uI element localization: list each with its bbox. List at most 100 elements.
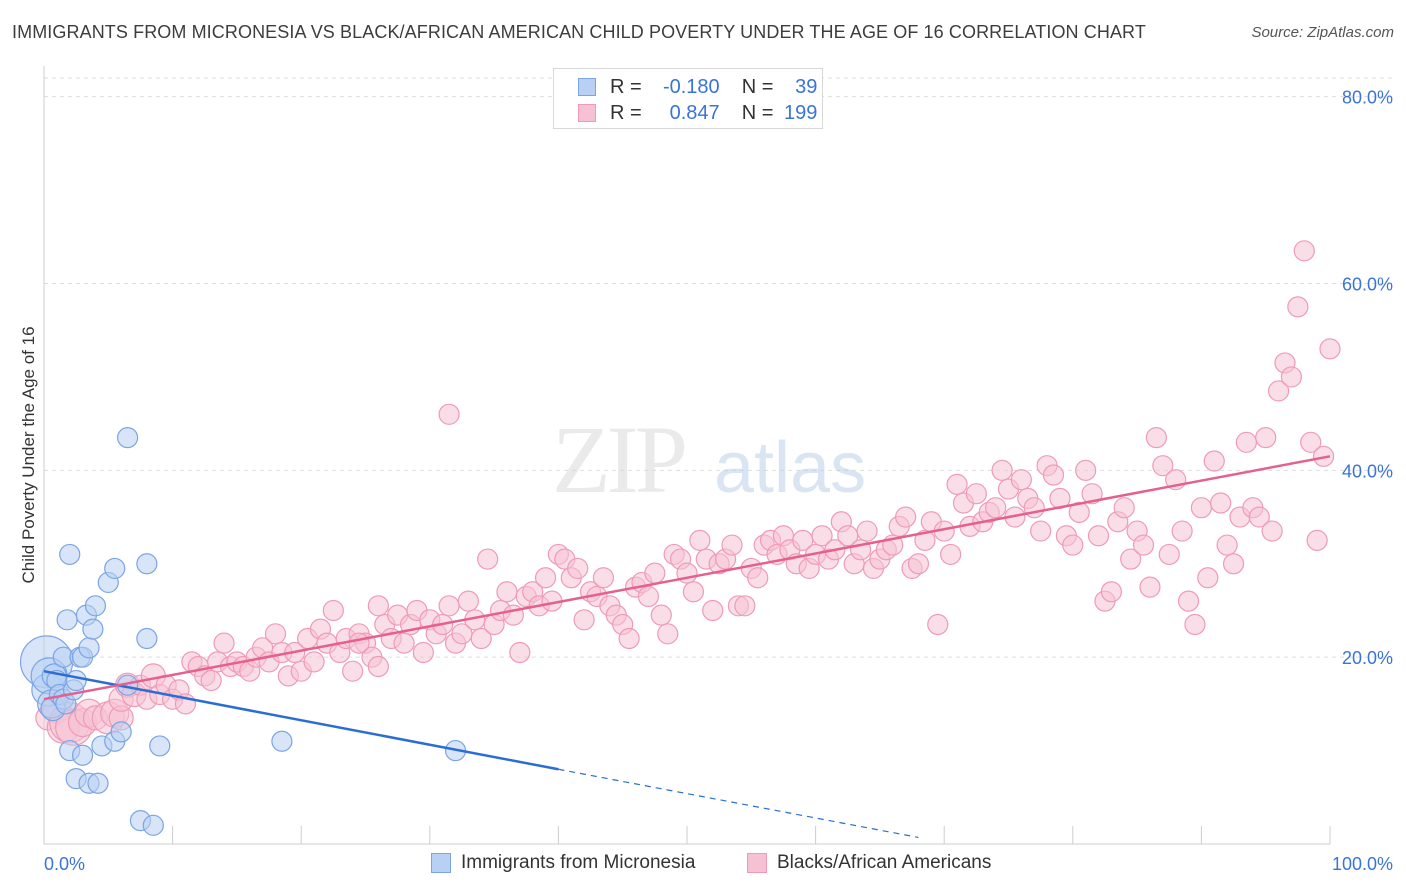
data-point — [650, 604, 672, 626]
data-point — [1042, 464, 1065, 486]
axes — [43, 66, 1331, 845]
x-tick-label: 100.0% — [1332, 854, 1393, 874]
legend-r-label: R = — [610, 75, 642, 98]
data-point — [509, 641, 531, 664]
data-point — [1300, 431, 1322, 453]
trend-lines — [43, 455, 1331, 839]
data-point — [734, 595, 756, 617]
legend-swatch-pink — [578, 104, 596, 122]
data-point — [136, 627, 158, 650]
data-point — [1197, 567, 1219, 589]
data-point — [1120, 548, 1142, 570]
data-point — [644, 562, 666, 584]
data-point — [1139, 576, 1161, 598]
data-point — [1075, 459, 1097, 481]
data-point — [914, 529, 936, 552]
data-point — [303, 651, 325, 673]
data-point — [895, 506, 917, 528]
trend-line-micronesia-extension — [558, 768, 919, 839]
data-point — [1100, 581, 1122, 603]
data-point — [907, 553, 930, 575]
data-point — [1081, 483, 1103, 505]
data-point — [142, 814, 164, 836]
data-point — [412, 641, 434, 664]
bottom-legend-label: Immigrants from Micronesia — [461, 852, 696, 873]
data-point — [573, 609, 595, 631]
legend-n-label: N = — [741, 75, 774, 98]
data-point — [110, 721, 132, 743]
data-point — [702, 599, 724, 622]
data-point — [1235, 431, 1258, 453]
data-point — [496, 581, 518, 603]
data-point — [1010, 469, 1032, 491]
data-point — [1113, 497, 1135, 519]
y-tick-label: 60.0% — [1342, 275, 1393, 295]
data-point — [618, 627, 640, 650]
data-point — [721, 534, 743, 556]
data-point — [367, 655, 389, 678]
data-point — [1087, 525, 1110, 547]
data-point — [1171, 520, 1193, 542]
data-point — [991, 459, 1013, 481]
data-point — [1222, 553, 1245, 575]
data-point — [1255, 427, 1277, 449]
data-point — [946, 473, 968, 495]
data-point — [1280, 366, 1303, 388]
data-point — [965, 483, 987, 505]
legend-swatch-blue — [578, 78, 596, 96]
data-point — [1210, 492, 1232, 514]
data-point — [71, 744, 94, 766]
data-point — [1306, 529, 1328, 552]
data-point — [149, 735, 171, 757]
data-point — [1152, 455, 1174, 477]
data-point — [1184, 613, 1206, 636]
data-point — [342, 660, 364, 682]
chart-title: IMMIGRANTS FROM MICRONESIA VS BLACK/AFRI… — [12, 22, 1146, 42]
data-point — [264, 623, 287, 645]
trend-line-micronesia — [43, 669, 559, 771]
data-point — [84, 595, 107, 617]
data-point — [1261, 520, 1283, 542]
legend-row-micronesia: R = -0.180 N = 39 — [578, 75, 817, 99]
watermark: ZIP atlas — [552, 406, 866, 513]
data-point — [1030, 520, 1052, 542]
data-point — [1203, 450, 1225, 472]
data-point — [747, 567, 769, 589]
data-point — [78, 637, 100, 659]
data-point — [104, 557, 126, 580]
data-point — [689, 529, 711, 552]
data-point — [1177, 590, 1200, 612]
data-point — [87, 772, 109, 794]
data-point — [927, 613, 949, 636]
series-blacks-points — [35, 240, 1341, 746]
bottom-legend-micronesia: Immigrants from Micronesia — [431, 852, 695, 874]
data-point — [1132, 534, 1155, 556]
data-point — [348, 632, 370, 654]
data-point — [1293, 240, 1315, 262]
data-point — [322, 599, 344, 622]
data-point — [1287, 296, 1309, 318]
y-tick-label: 80.0% — [1342, 88, 1393, 108]
data-point — [136, 553, 158, 575]
data-point — [811, 525, 833, 547]
data-point — [1062, 534, 1084, 556]
y-tick-label: 40.0% — [1342, 461, 1393, 481]
series-micronesia-points — [19, 427, 467, 836]
source-label: Source: ZipAtlas.com — [1251, 24, 1394, 41]
data-point — [438, 595, 460, 617]
data-point — [592, 567, 615, 589]
data-point — [534, 567, 557, 589]
bottom-legend-blacks: Blacks/African Americans — [747, 852, 991, 874]
data-point — [1319, 338, 1341, 360]
legend-n-value: 199 — [784, 101, 818, 124]
data-point — [1216, 534, 1238, 556]
data-point — [200, 669, 222, 692]
data-point — [1145, 427, 1167, 449]
data-point — [477, 548, 499, 570]
data-point — [393, 632, 415, 654]
data-point — [1248, 506, 1270, 528]
bottom-legend-swatch-pink — [747, 853, 767, 873]
correlation-legend: R = -0.180 N = 39 R = 0.847 N = 199 — [553, 68, 823, 129]
legend-r-label: R = — [610, 101, 642, 124]
